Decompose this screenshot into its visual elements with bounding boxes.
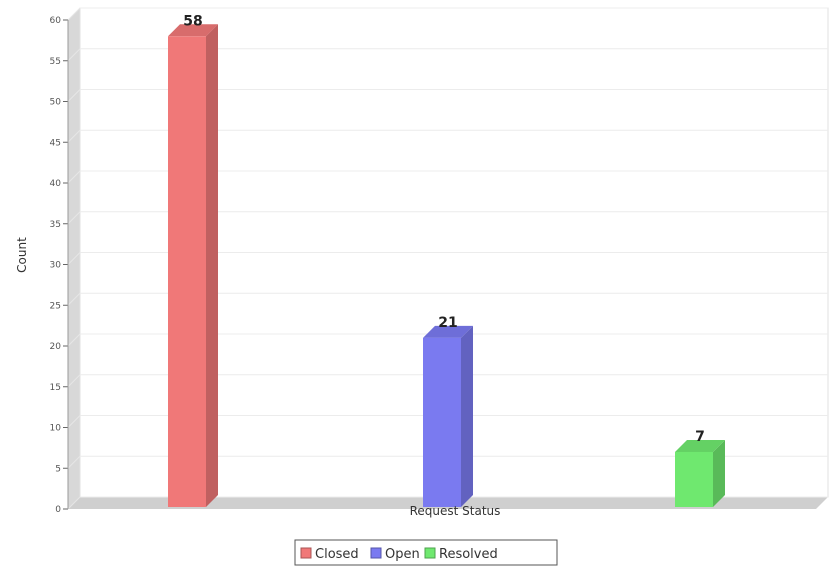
legend-swatch-open xyxy=(370,547,382,559)
gridline-wall xyxy=(67,211,81,225)
bar-closed xyxy=(168,24,218,508)
gridline-wall xyxy=(67,455,81,469)
y-tick-label: 20 xyxy=(50,342,62,352)
bar-side xyxy=(713,439,725,507)
y-tick-label: 50 xyxy=(50,98,62,108)
y-tick-label: 0 xyxy=(55,505,61,515)
gridline-wall xyxy=(67,496,81,510)
data-label-closed: 58 xyxy=(183,13,202,29)
y-tick-label: 25 xyxy=(50,301,61,311)
y-tick-label: 35 xyxy=(50,220,61,230)
gridline-wall xyxy=(67,415,81,428)
bars xyxy=(168,24,725,508)
y-tick-label: 45 xyxy=(50,138,61,148)
bar-front xyxy=(675,451,713,507)
y-axis-ticks: 0 5 10 15 20 25 30 35 40 45 50 55 60 xyxy=(50,16,69,515)
y-tick-label: 10 xyxy=(50,424,62,434)
y-tick-label: 60 xyxy=(50,16,62,26)
bar-side xyxy=(206,24,218,508)
gridline-wall xyxy=(67,48,81,62)
y-tick-label: 40 xyxy=(50,179,62,189)
gridline-wall xyxy=(67,170,81,184)
y-axis-title: Count xyxy=(15,237,29,273)
bar-front xyxy=(168,36,206,508)
y-tick-label: 55 xyxy=(50,57,61,67)
gridline-wall xyxy=(67,252,81,265)
bar-resolved xyxy=(675,439,725,507)
bar-top xyxy=(675,439,725,452)
legend-swatch-closed xyxy=(300,547,312,559)
y-tick-label: 5 xyxy=(55,464,61,474)
bar-open xyxy=(423,325,473,507)
legend-swatch-resolved xyxy=(424,547,436,559)
y-tick-label: 15 xyxy=(50,383,61,393)
gridline-wall xyxy=(67,333,81,347)
y-tick-label: 30 xyxy=(50,261,62,271)
gridline-wall xyxy=(67,374,81,388)
bar-side xyxy=(461,325,473,507)
x-axis-title: Request Status xyxy=(410,504,501,518)
gridline-wall xyxy=(67,89,81,102)
legend-label-resolved: Resolved xyxy=(439,547,498,562)
legend-label-closed: Closed xyxy=(315,547,359,562)
gridline-wall xyxy=(67,292,81,306)
gridline-wall xyxy=(67,7,81,21)
bar-front xyxy=(423,337,461,507)
legend-label-open: Open xyxy=(385,547,420,562)
bar-top xyxy=(168,24,218,37)
data-label-open: 21 xyxy=(438,315,457,331)
bar-top xyxy=(423,325,473,338)
data-label-resolved: 7 xyxy=(695,429,705,445)
legend: Closed Open Resolved xyxy=(294,539,558,566)
gridline-wall xyxy=(67,129,81,143)
data-labels: 58 21 7 xyxy=(183,13,705,445)
